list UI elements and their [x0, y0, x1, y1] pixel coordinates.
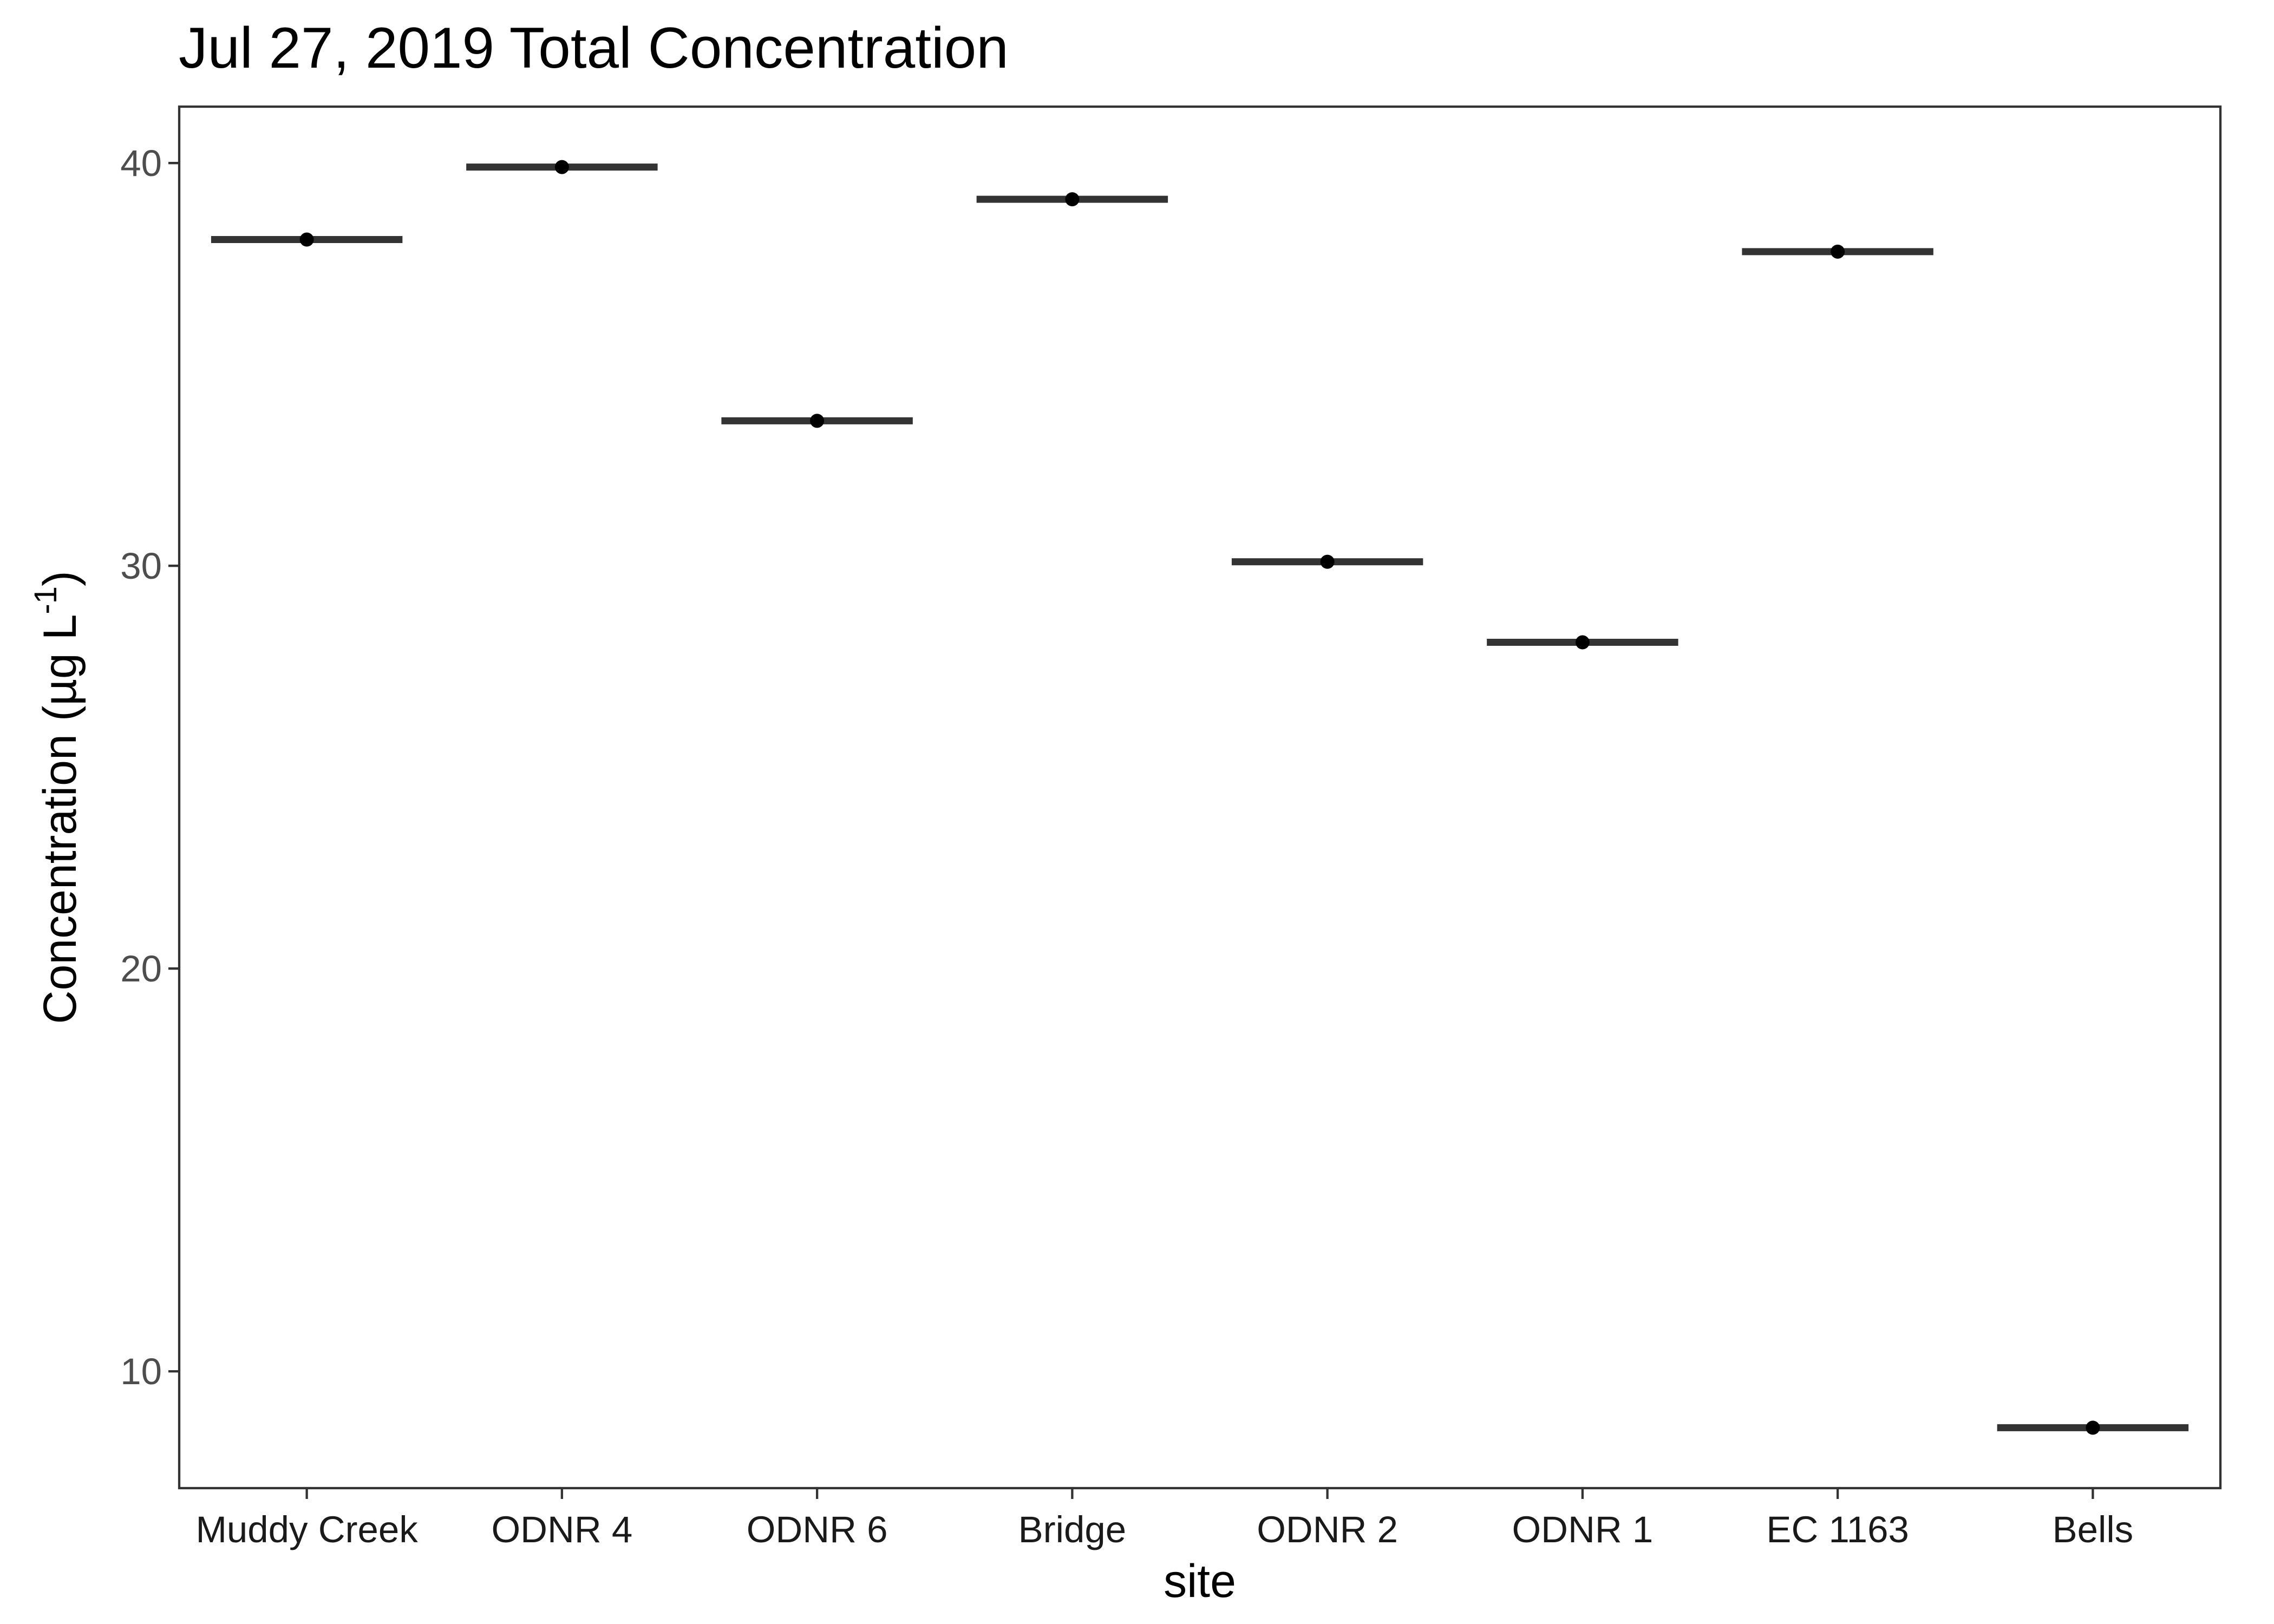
y-axis-title-main: Concentration (µg L: [34, 614, 86, 1024]
x-tick-label: EC 1163: [1766, 1509, 1909, 1550]
x-tick-label: ODNR 4: [492, 1509, 633, 1550]
plot-panel: [178, 105, 2222, 1490]
x-axis: Muddy Creek ODNR 4 ODNR 6 Bridge ODNR 2 ODNR …: [195, 1488, 2133, 1550]
y-tick-label: 10: [120, 1351, 162, 1392]
y-tick-label: 20: [120, 948, 162, 990]
x-tick-label: Bells: [2053, 1509, 2134, 1550]
x-axis-title: site: [1164, 1555, 1236, 1607]
point-odnr-6: [810, 414, 825, 428]
point-odnr-1: [1575, 635, 1590, 650]
point-bridge: [1065, 192, 1080, 207]
y-tick-label: 30: [120, 545, 162, 587]
y-axis: 10 20 30 40: [120, 142, 179, 1392]
point-odnr-4: [554, 160, 569, 174]
y-axis-title-close: ): [34, 571, 86, 586]
x-tick-label: ODNR 1: [1512, 1509, 1654, 1550]
point-muddy-creek: [299, 232, 314, 247]
x-tick-label: Bridge: [1018, 1509, 1126, 1550]
point-ec-1163: [1831, 244, 1845, 259]
point-bells: [2086, 1420, 2100, 1435]
y-axis-title-superscript: -1: [28, 586, 63, 614]
point-odnr-2: [1320, 554, 1335, 569]
chart-title: Jul 27, 2019 Total Concentration: [179, 15, 1009, 80]
x-tick-label: ODNR 2: [1257, 1509, 1398, 1550]
y-axis-title: Concentration (µg L-1): [28, 571, 86, 1024]
x-tick-label: Muddy Creek: [195, 1509, 418, 1550]
y-tick-label: 40: [120, 142, 162, 184]
data-marks: [211, 160, 2189, 1435]
x-tick-label: ODNR 6: [747, 1509, 888, 1550]
